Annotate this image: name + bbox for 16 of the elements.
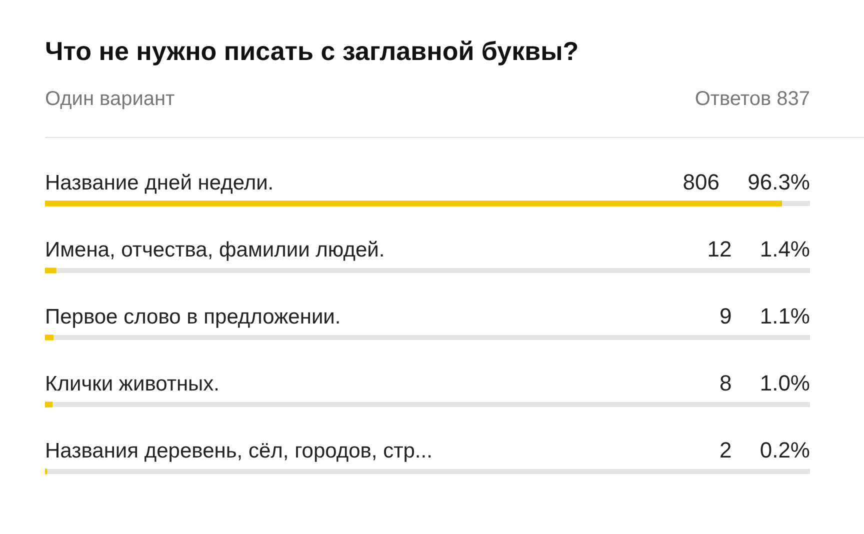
y-tick-label: Название дней недели. xyxy=(45,172,274,194)
y-tick-label: Первое слово в предложении. xyxy=(45,306,341,328)
data-label: 2 0.2% xyxy=(720,438,810,462)
y-tick-label: Имена, отчества, фамилии людей. xyxy=(45,238,385,262)
bar xyxy=(45,334,54,340)
data-label: 9 1.1% xyxy=(720,304,810,328)
y-tick-label: Клички животных. xyxy=(45,372,220,396)
y-tick-label: Названия деревень, сёл, городов, стр... xyxy=(45,440,432,462)
chart-title: Что не нужно писать с заглавной буквы? xyxy=(45,36,579,67)
data-label: 806 96.3% xyxy=(682,170,810,194)
data-label: 12 1.4% xyxy=(707,236,810,262)
bar xyxy=(45,268,56,274)
chart-subtitle: Один вариант xyxy=(45,88,175,111)
data-label: 8 1.0% xyxy=(720,370,810,396)
bar xyxy=(45,402,53,408)
text: Ответов 837 xyxy=(694,88,810,111)
